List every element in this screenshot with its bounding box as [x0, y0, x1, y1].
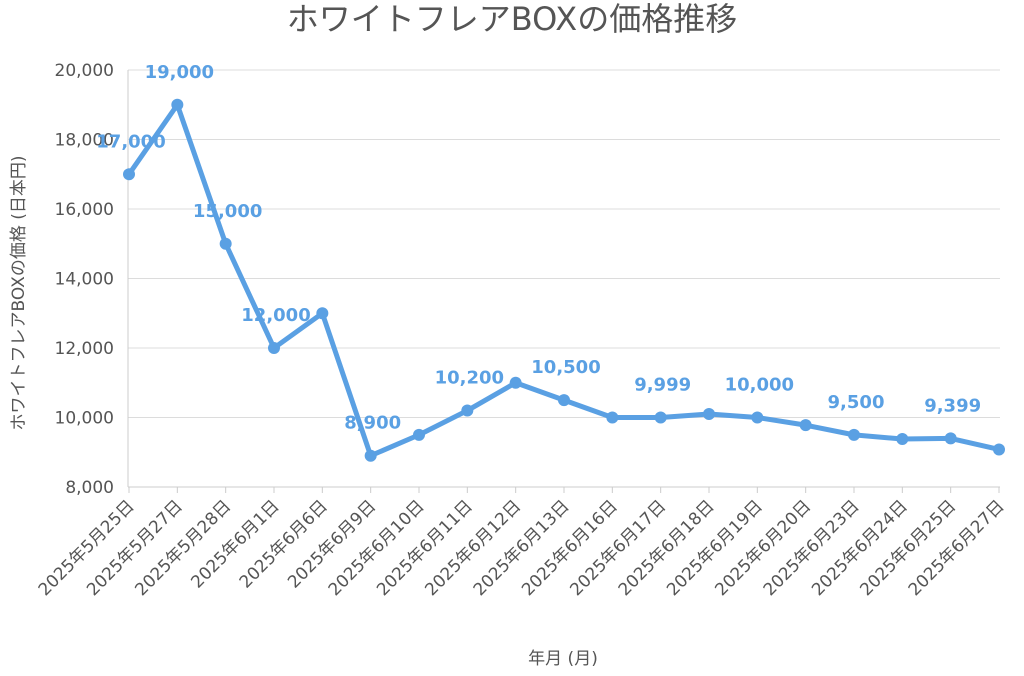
data-point: [461, 404, 474, 417]
data-point: [219, 237, 232, 250]
y-axis-ticks: 8,000 10,000 12,000 14,000 16,000 18,000 20,00…: [55, 61, 114, 498]
data-label: 9,999: [634, 375, 691, 396]
data-point: [123, 168, 135, 181]
data-point: [606, 411, 619, 424]
data-point: [558, 394, 570, 407]
data-point: [509, 376, 522, 389]
data-label: 19,000: [145, 62, 214, 83]
data-point: [413, 428, 425, 441]
data-point: [316, 307, 329, 320]
y-tick-label: 12,000: [55, 339, 114, 359]
data-point: [751, 411, 764, 424]
data-label: 10,500: [531, 357, 600, 378]
data-point: [993, 443, 1005, 456]
y-tick-label: 18,000: [55, 131, 114, 151]
data-label: 15,000: [193, 201, 262, 222]
data-point: [268, 342, 280, 354]
x-axis-ticks: 2025年5月25日2025年5月27日2025年5月28日2025年6月1日2…: [35, 487, 1009, 600]
data-point: [654, 411, 667, 424]
data-point: [703, 408, 715, 421]
grid-lines: [127, 69, 1000, 488]
data-point: [848, 428, 860, 441]
x-axis-title: 年月 (月): [528, 649, 598, 669]
y-tick-label: 14,000: [55, 270, 114, 290]
data-label: 8,900: [344, 413, 401, 434]
data-point: [364, 449, 377, 462]
data-labels: 17,000 19,000 15,000 12,000 8,900 10,200 10,50…: [96, 62, 981, 434]
y-tick-label: 8,000: [65, 478, 114, 498]
data-label: 9,500: [828, 392, 885, 413]
data-label: 12,000: [241, 305, 310, 326]
data-point: [799, 419, 812, 432]
chart-title: ホワイトフレアBOXの価格推移: [287, 0, 737, 38]
data-label: 10,200: [435, 368, 504, 389]
data-point: [171, 98, 184, 111]
y-tick-label: 20,000: [55, 61, 114, 81]
data-point: [896, 433, 909, 446]
data-label: 9,399: [924, 395, 981, 416]
data-label: 17,000: [96, 131, 165, 152]
data-point: [944, 432, 957, 445]
y-tick-label: 16,000: [55, 200, 114, 220]
price-series: [123, 98, 1005, 462]
data-label: 10,000: [725, 375, 794, 396]
y-tick-label: 10,000: [55, 409, 114, 429]
y-axis-title: ホワイトフレアBOXの価格 (日本円): [9, 156, 29, 431]
